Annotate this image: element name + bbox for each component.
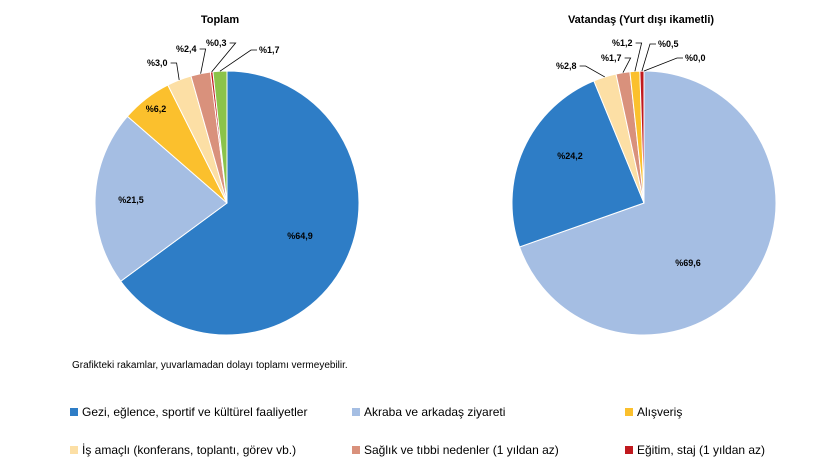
slice-label-business: %3,0 [147, 58, 168, 68]
pie-slice-leisure [119, 70, 360, 336]
leader-line-education [641, 43, 656, 72]
chart-title: Vatandaş (Yurt dışı ikametli) [568, 14, 714, 26]
chart-title: Toplam [201, 14, 240, 26]
legend-swatch-business [70, 446, 78, 454]
legend-item-business: İş amaçlı (konferans, toplantı, görev vb… [70, 443, 296, 457]
legend-item-leisure: Gezi, eğlence, sportif ve kültürel faali… [70, 405, 307, 419]
legend-swatch-visit [352, 408, 360, 416]
legend-item-shopping: Alışveriş [625, 405, 682, 419]
footnote: Grafikteki rakamlar, yuvarlamadan dolayı… [72, 360, 348, 371]
slice-label-education: %0,3 [206, 38, 227, 48]
legend-label-business: İş amaçlı (konferans, toplantı, görev vb… [82, 443, 297, 457]
slice-label-visit: %21,5 [118, 195, 144, 205]
legend-swatch-leisure [70, 408, 78, 416]
pie-chart-1: Toplam %64,9 %21,5 %6,2 %3,0 %2,4 %0,3 %1,7 [94, 14, 360, 336]
legend-item-visit: Akraba ve arkadaş ziyareti [352, 405, 505, 419]
legend-item-education: Eğitim, staj (1 yıldan az) [625, 443, 765, 457]
legend-label-leisure: Gezi, eğlence, sportif ve kültürel faali… [82, 405, 308, 419]
leader-line-health [622, 57, 632, 73]
slice-label-leisure: %24,2 [557, 151, 583, 161]
leader-line-business [170, 62, 180, 81]
pie-slice-visit [94, 115, 228, 282]
slice-label-other: %0,0 [685, 53, 706, 63]
pie-slice-other [212, 70, 228, 204]
pie-slice-visit [518, 70, 777, 336]
legend-swatch-health [352, 446, 360, 454]
legend-swatch-education [625, 446, 633, 454]
pie-chart-2: Vatandaş (Yurt dışı ikametli) %69,6 %24,2%… [511, 14, 777, 336]
legend-label-shopping: Alışveriş [637, 405, 683, 419]
leader-line-other [643, 57, 683, 72]
leader-line-other [219, 49, 257, 72]
pie-charts: Toplam%64,9%21,5%6,2%3,0%2,4%0,3%1,7Vata… [94, 14, 777, 336]
slice-label-health: %2,4 [176, 44, 197, 54]
slice-label-visit: %69,6 [675, 258, 701, 268]
slice-label-other: %1,7 [259, 45, 280, 55]
legend-label-visit: Akraba ve arkadaş ziyareti [364, 405, 506, 419]
slice-label-education: %0,5 [658, 39, 679, 49]
slice-label-shopping: %6,2 [146, 104, 167, 114]
legend-label-education: Eğitim, staj (1 yıldan az) [637, 443, 766, 457]
slice-label-business: %2,8 [556, 61, 577, 71]
leader-line-shopping [634, 42, 643, 72]
legend-label-health: Sağlık ve tıbbi nedenler (1 yıldan az) [364, 443, 559, 457]
leader-line-business [579, 65, 605, 78]
leader-line-health [199, 48, 207, 74]
slice-label-shopping: %1,2 [612, 38, 633, 48]
legend-item-health: Sağlık ve tıbbi nedenler (1 yıldan az) [352, 443, 559, 457]
slice-label-leisure: %64,9 [287, 231, 313, 241]
leader-line-education [211, 42, 237, 73]
legend-swatch-shopping [625, 408, 633, 416]
slice-label-health: %1,7 [601, 53, 622, 63]
pie-slice-leisure [511, 80, 645, 248]
